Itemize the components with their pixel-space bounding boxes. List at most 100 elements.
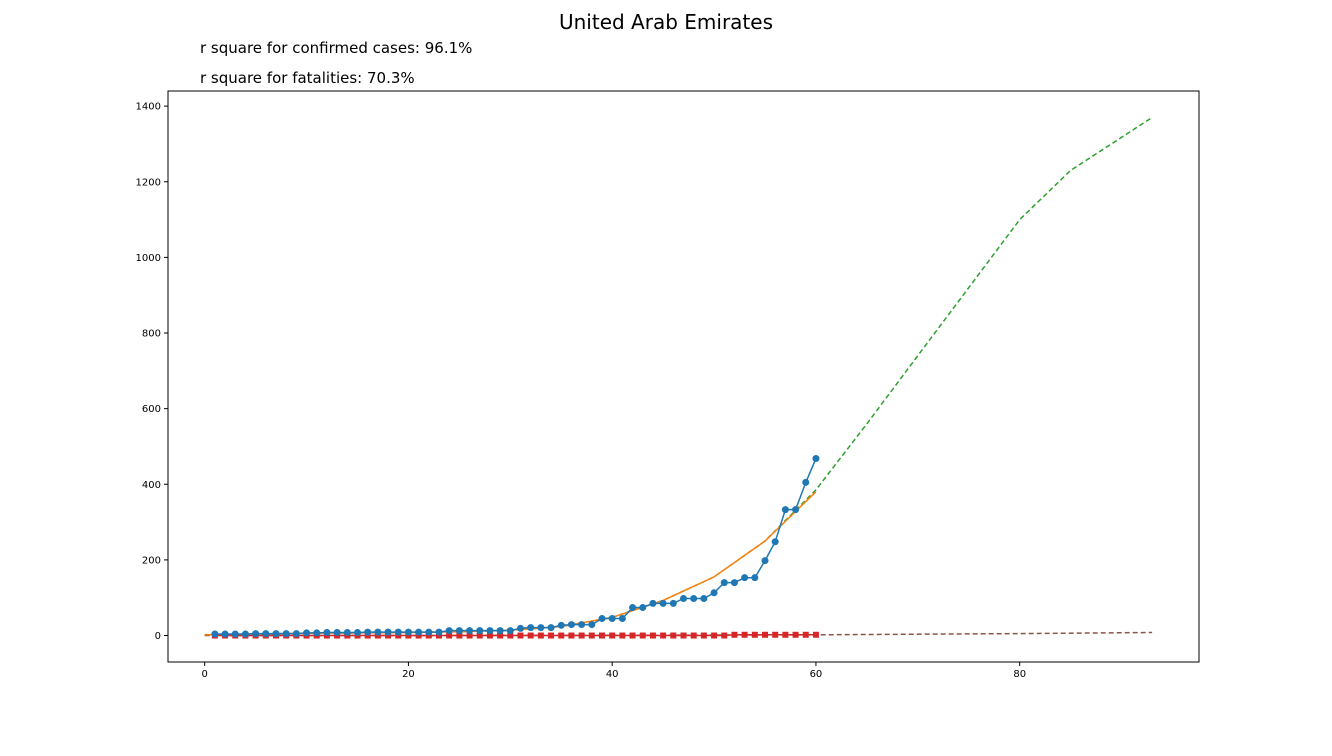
fatalities-point <box>558 632 565 639</box>
confirmed-point <box>802 478 810 486</box>
fatalities-point <box>619 632 626 639</box>
x-tick-label: 60 <box>810 669 823 680</box>
confirmed-point <box>639 604 647 612</box>
confirmed-point <box>578 621 586 629</box>
fatalities-point <box>721 632 728 639</box>
confirmed-point <box>608 615 616 623</box>
confirmed-point <box>374 628 382 636</box>
confirmed-point <box>792 506 800 514</box>
fatalities-point <box>660 632 667 639</box>
fatalities-point <box>762 631 769 638</box>
fatalities-point <box>486 632 493 639</box>
fatalities-point <box>741 631 748 638</box>
confirmed-point <box>455 627 463 635</box>
r-square-confirmed-label: r square for confirmed cases: 96.1% <box>200 39 473 57</box>
confirmed-point <box>353 629 361 637</box>
confirmed-point <box>415 628 423 636</box>
fatalities-point <box>466 632 473 639</box>
confirmed-projection-line <box>204 116 1153 636</box>
fatalities-point <box>548 632 555 639</box>
confirmed-point <box>771 538 779 546</box>
confirmed-point <box>710 589 718 597</box>
confirmed-point <box>537 624 545 632</box>
confirmed-point <box>741 574 749 582</box>
confirmed-point <box>364 628 372 636</box>
confirmed-point <box>476 627 484 635</box>
r-square-fatalities-label: r square for fatalities: 70.3% <box>200 69 415 87</box>
confirmed-point <box>557 621 565 629</box>
confirmed-point <box>751 574 759 582</box>
confirmed-point <box>680 594 687 602</box>
confirmed-point <box>781 506 789 514</box>
confirmed-point <box>486 627 494 635</box>
confirmed-point <box>241 630 249 638</box>
fatalities-point <box>578 632 585 639</box>
axes-frame <box>167 90 1200 663</box>
confirmed-point <box>669 599 677 607</box>
confirmed-point <box>262 630 270 638</box>
fatalities-point <box>517 632 524 639</box>
confirmed-point <box>690 594 698 602</box>
confirmed-point <box>629 604 637 612</box>
chart-title: United Arab Emirates <box>558 10 773 34</box>
y-tick-label: 800 <box>142 329 161 340</box>
confirmed-point <box>547 624 555 632</box>
fatalities-point <box>446 632 453 639</box>
fatalities-point <box>568 632 575 639</box>
fatalities-point <box>812 631 819 638</box>
fatalities-point <box>792 631 799 638</box>
x-tick-label: 40 <box>606 669 619 680</box>
confirmed-point <box>333 629 341 637</box>
y-tick-label: 0 <box>155 631 161 642</box>
fatalities-point <box>802 631 809 638</box>
fatalities-point <box>598 632 605 639</box>
y-tick-label: 1400 <box>136 102 161 113</box>
confirmed-fit-line <box>204 491 817 636</box>
confirmed-point <box>496 627 504 635</box>
confirmed-point <box>445 627 453 635</box>
fatalities-point <box>629 632 636 639</box>
fatalities-point <box>751 631 758 638</box>
fatalities-point <box>680 632 687 639</box>
confirmed-point <box>252 630 260 638</box>
fatalities-point <box>507 632 514 639</box>
x-tick-label: 80 <box>1013 669 1026 680</box>
y-tick-label: 400 <box>142 480 161 491</box>
fatalities-point <box>456 632 463 639</box>
y-tick-label: 600 <box>142 404 161 415</box>
confirmed-point <box>394 628 402 636</box>
fatalities-point <box>731 631 738 638</box>
confirmed-point <box>272 630 280 638</box>
confirmed-point <box>506 627 514 635</box>
x-tick-label: 0 <box>201 669 207 680</box>
confirmed-point <box>812 455 820 463</box>
confirmed-point <box>303 629 311 637</box>
confirmed-point <box>598 615 606 623</box>
fatalities-point <box>639 632 646 639</box>
plot-area <box>204 116 1153 639</box>
confirmed-point <box>292 630 300 638</box>
confirmed-point <box>282 630 290 638</box>
confirmed-point <box>720 579 728 587</box>
confirmed-point <box>567 621 575 629</box>
confirmed-point <box>211 630 219 638</box>
fatalities-point <box>609 632 616 639</box>
confirmed-point <box>231 630 239 638</box>
confirmed-point <box>659 599 667 607</box>
fatalities-point <box>497 632 504 639</box>
fatalities-point <box>537 632 544 639</box>
fatalities-point <box>670 632 677 639</box>
fatalities-point <box>700 632 707 639</box>
confirmed-point <box>700 594 708 602</box>
confirmed-point <box>323 629 331 637</box>
confirmed-point <box>313 629 321 637</box>
fatalities-point <box>711 632 718 639</box>
fatalities-point <box>476 632 483 639</box>
confirmed-point <box>730 579 738 587</box>
confirmed-point <box>343 629 351 637</box>
confirmed-point <box>618 615 626 623</box>
fatalities-point <box>588 632 595 639</box>
confirmed-point <box>761 557 769 565</box>
confirmed-point <box>404 628 412 636</box>
